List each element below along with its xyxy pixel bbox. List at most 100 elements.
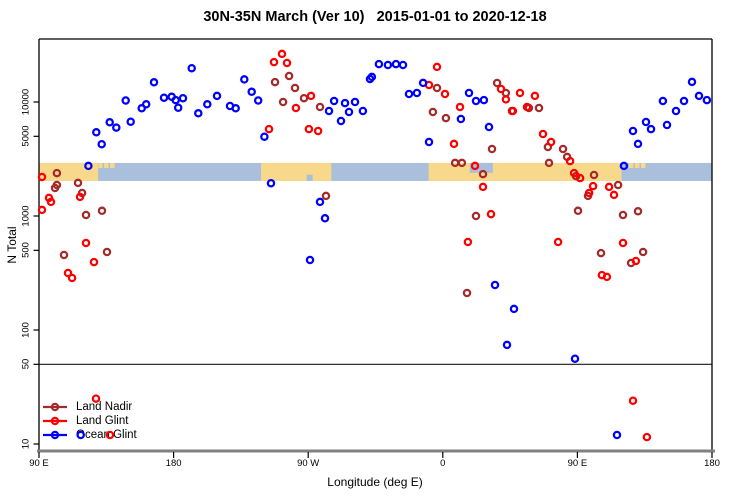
data-point-land-glint <box>470 161 480 171</box>
legend-item-land-glint: Land Glint <box>42 414 137 428</box>
data-point-land-glint <box>269 57 279 67</box>
data-point-land-glint <box>304 124 314 134</box>
data-point-ocean-glint <box>570 354 580 363</box>
chart-title: 30N-35N March (Ver 10) 2015-01-01 to 202… <box>203 9 547 25</box>
legend-item-ocean-glint: Ocean Glint <box>42 428 137 442</box>
data-point-land-nadir <box>571 171 581 181</box>
x-tick-label: 90 W <box>297 458 320 469</box>
data-point-ocean-glint <box>320 214 330 223</box>
data-point-land-glint <box>37 205 47 215</box>
data-point-land-glint <box>546 137 556 147</box>
data-point-ocean-glint <box>167 92 176 102</box>
data-point-land-glint <box>522 102 532 112</box>
data-point-land-glint <box>291 103 301 113</box>
map-band-land-north-america <box>261 162 332 181</box>
data-point-land-glint <box>508 106 518 116</box>
data-point-land-glint <box>75 192 85 202</box>
data-point-ocean-glint <box>484 122 494 132</box>
data-point-land-glint <box>565 156 575 166</box>
data-point-land-nadir <box>59 250 69 260</box>
data-point-land-glint <box>628 396 638 405</box>
map-band-land-japan <box>104 162 109 168</box>
legend-marker-land-nadir <box>43 402 67 412</box>
data-point-land-nadir <box>638 247 648 257</box>
data-point-ocean-glint <box>141 100 151 109</box>
data-point-ocean-glint <box>121 96 130 105</box>
data-point-ocean-glint <box>324 106 334 116</box>
data-point-ocean-glint <box>194 109 203 118</box>
data-point-land-glint <box>277 49 287 59</box>
legend-label-land-glint: Land Glint <box>76 415 129 427</box>
y-tick-label: 5000 <box>20 125 32 147</box>
data-point-land-nadir <box>73 178 83 188</box>
data-point-land-glint <box>44 193 54 203</box>
data-point-ocean-glint <box>358 106 368 116</box>
map-band-ocean-mediterranean <box>469 162 493 173</box>
data-point-land-nadir <box>52 168 62 178</box>
x-tick-label: 180 <box>704 458 720 469</box>
data-point-ocean-glint <box>612 430 622 440</box>
data-point-ocean-glint <box>97 139 106 149</box>
data-point-ocean-glint <box>240 75 249 84</box>
data-point-ocean-glint <box>694 91 704 101</box>
data-point-land-nadir <box>50 183 60 193</box>
map-band-land-africa-eurasia <box>428 162 622 181</box>
x-tick-label: 90 E <box>29 458 49 469</box>
data-point-land-nadir <box>462 288 472 298</box>
data-point-land-glint <box>478 182 488 192</box>
data-point-ocean-glint <box>471 96 481 106</box>
x-axis-line <box>37 449 715 453</box>
x-tick-label: 90 E <box>567 458 588 469</box>
data-point-land-nadir <box>596 248 606 258</box>
data-point-ocean-glint <box>305 255 315 265</box>
data-point-land-glint <box>496 84 506 94</box>
data-point-land-glint <box>63 268 73 278</box>
data-point-land-nadir <box>441 113 451 123</box>
data-point-ocean-glint <box>171 95 180 105</box>
data-point-land-glint <box>89 257 99 267</box>
data-point-land-glint <box>81 238 91 248</box>
data-point-ocean-glint <box>398 60 408 70</box>
data-point-ocean-glint <box>628 126 638 136</box>
data-point-ocean-glint <box>662 120 672 130</box>
data-point-land-nadir <box>428 107 438 117</box>
map-band-land-east-asia <box>39 162 99 181</box>
data-point-land-glint <box>424 80 434 90</box>
map-band-land-japan-2 <box>634 162 640 168</box>
data-point-land-nadir <box>524 103 534 113</box>
data-point-land-nadir <box>315 102 325 112</box>
legend-label-ocean-glint: Ocean Glint <box>76 429 137 441</box>
data-point-land-nadir <box>457 158 467 168</box>
data-point-land-glint <box>588 181 598 191</box>
map-band-land-japan <box>110 162 115 168</box>
data-point-ocean-glint <box>173 103 183 112</box>
data-point-land-nadir <box>270 77 280 87</box>
data-point-land-glint <box>264 124 274 134</box>
data-point-ocean-glint <box>479 95 489 105</box>
y-tick-label: 50 <box>20 359 32 370</box>
data-point-ocean-glint <box>671 106 681 116</box>
data-point-land-nadir <box>450 158 460 168</box>
data-point-land-glint <box>67 273 77 283</box>
data-point-land-glint <box>642 432 652 442</box>
x-tick-label: 180 <box>165 458 182 469</box>
data-point-land-nadir <box>501 88 511 98</box>
data-point-ocean-glint <box>404 89 414 99</box>
data-point-ocean-glint <box>619 161 629 171</box>
data-point-land-nadir <box>583 191 593 201</box>
data-point-ocean-glint <box>159 93 169 102</box>
data-point-ocean-glint <box>253 96 263 105</box>
data-point-ocean-glint <box>178 93 188 103</box>
y-tick-label: 10000 <box>20 88 32 116</box>
legend: Land Nadir Land Glint Ocean Glint <box>42 400 137 442</box>
data-point-land-glint <box>609 190 619 200</box>
data-point-ocean-glint <box>92 128 101 137</box>
data-point-land-glint <box>432 62 442 72</box>
data-point-land-nadir <box>534 103 544 113</box>
data-point-land-glint <box>575 173 585 183</box>
data-point-land-nadir <box>633 207 643 216</box>
data-point-land-nadir <box>618 210 628 220</box>
data-point-land-glint <box>515 88 525 98</box>
y-axis-label: N Total <box>5 226 19 264</box>
data-point-land-glint <box>282 58 292 68</box>
